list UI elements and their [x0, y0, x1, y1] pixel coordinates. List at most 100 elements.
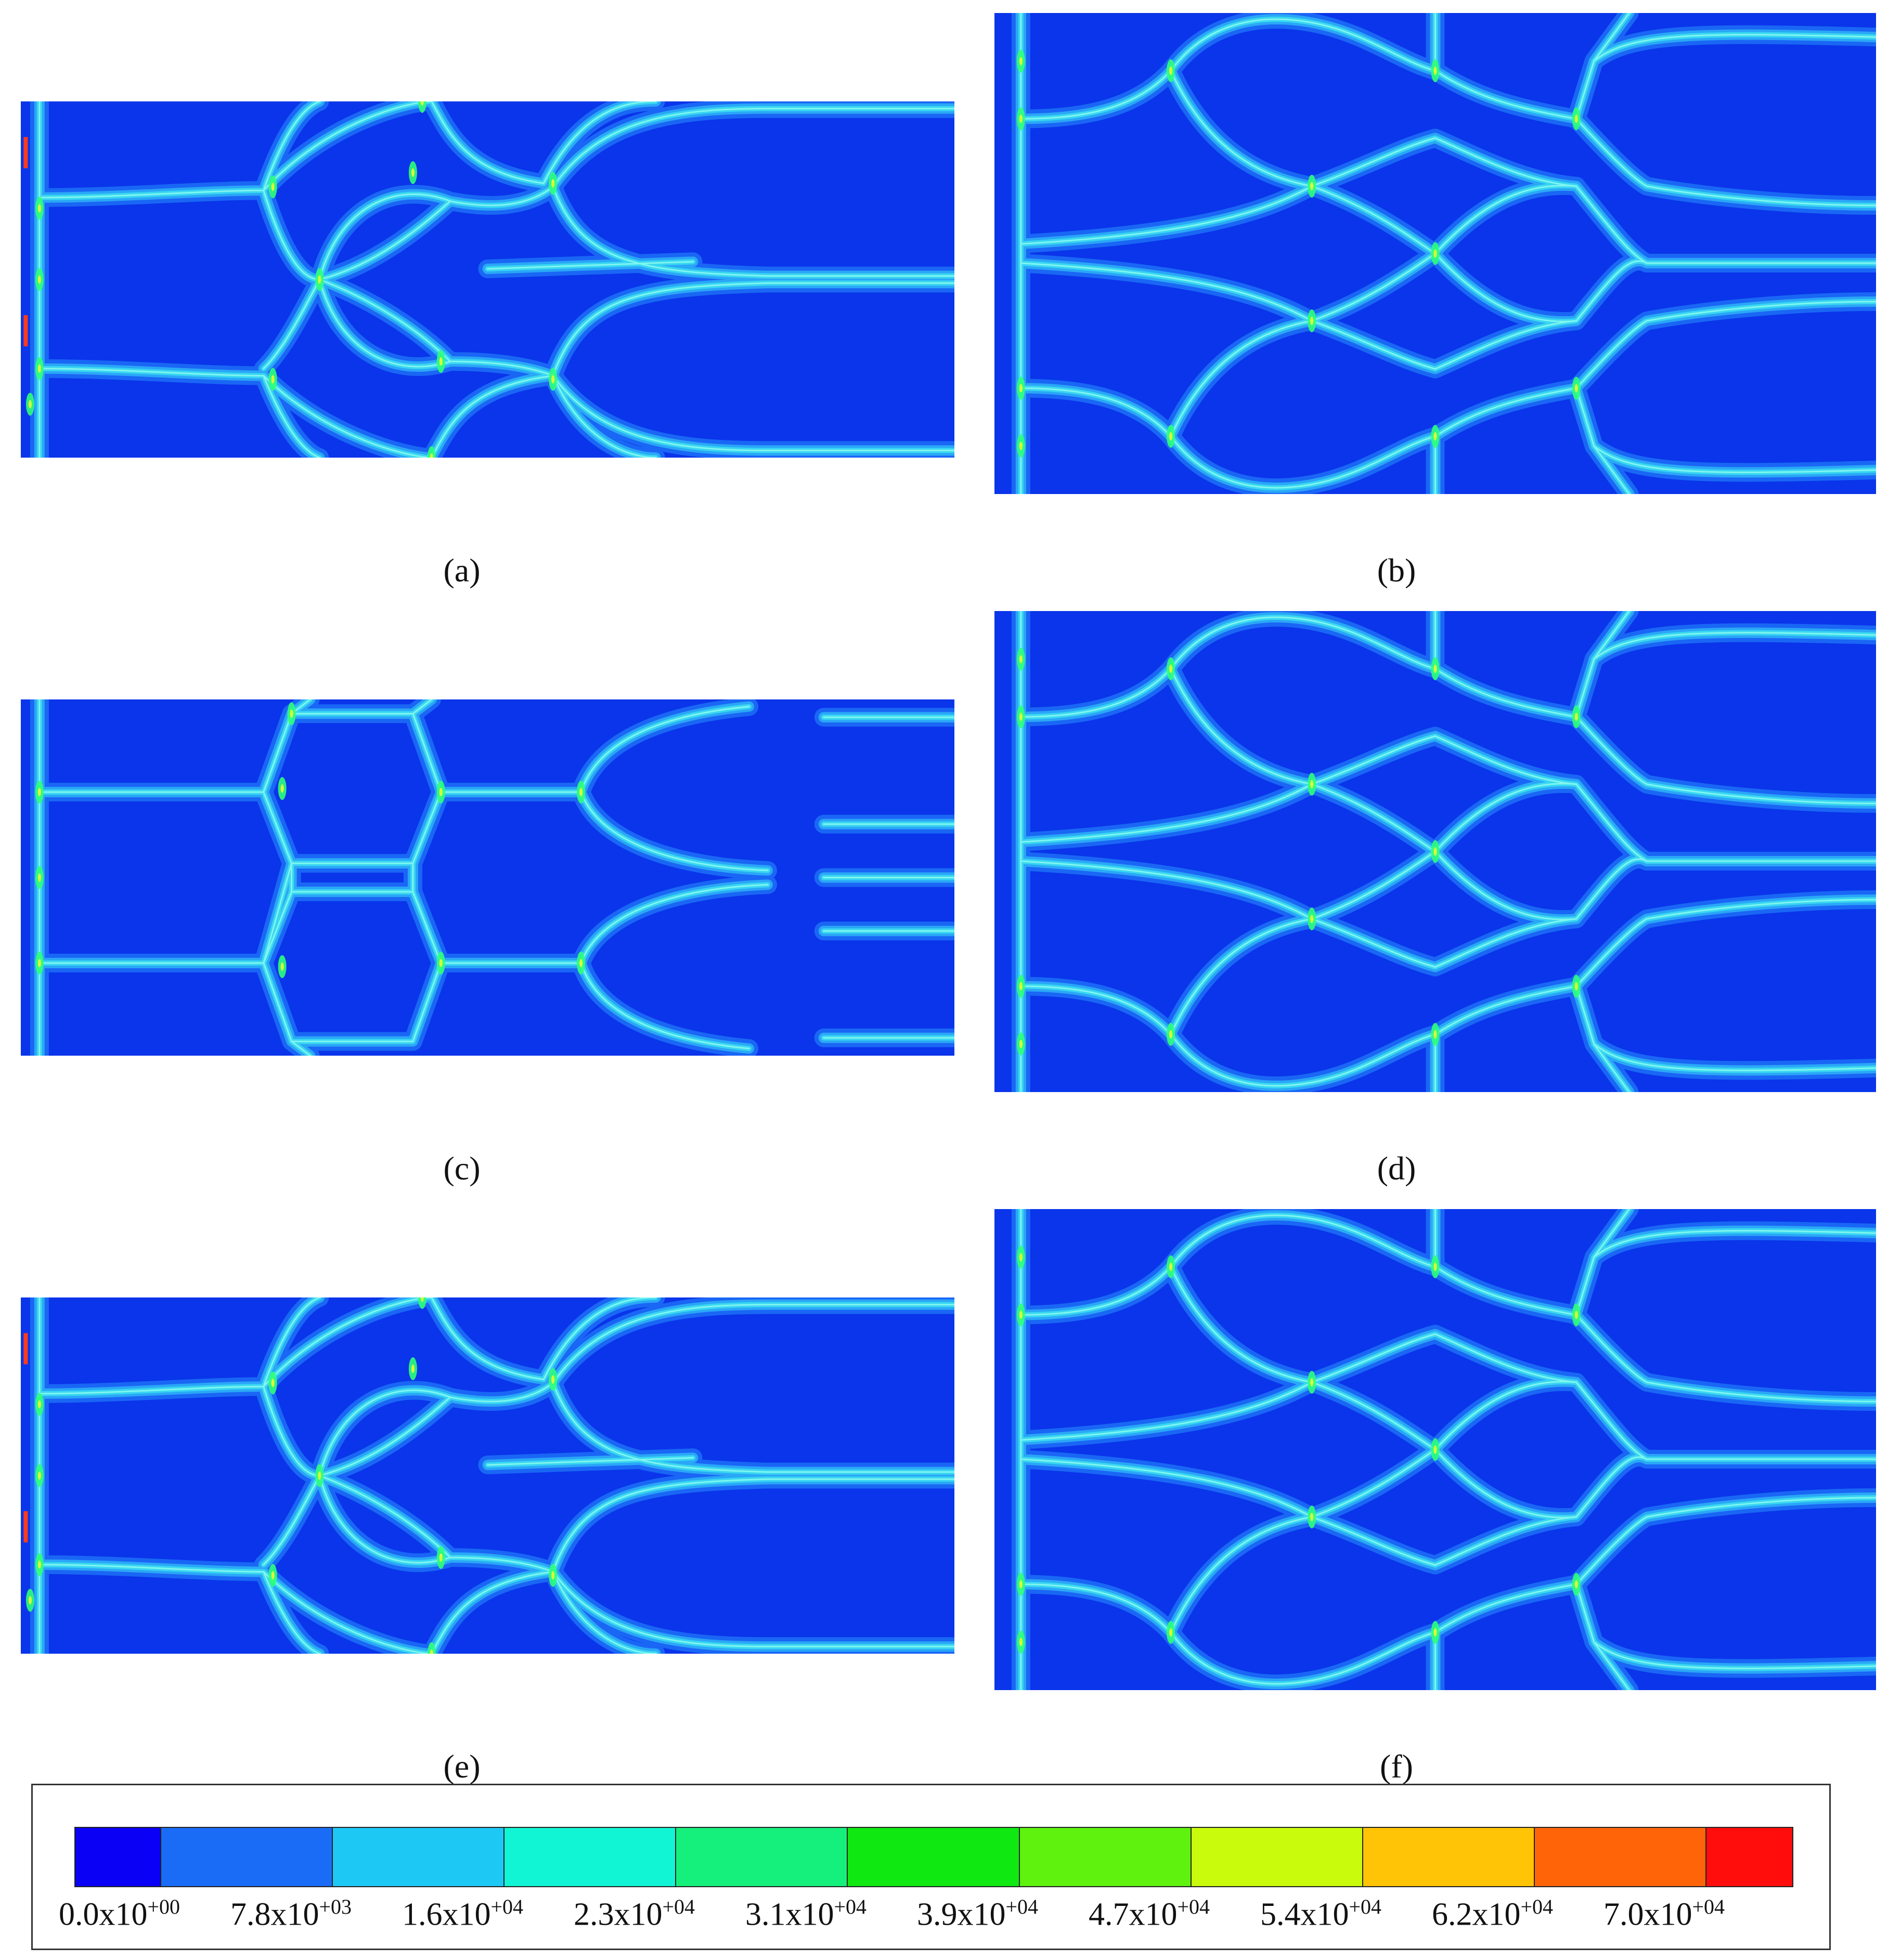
stress-band [1594, 633, 1876, 659]
stress-band [1021, 784, 1312, 842]
plot-background [21, 699, 954, 1056]
stress-band [1647, 784, 1876, 803]
stress-hotspot-core [1019, 1040, 1023, 1048]
stress-band [824, 717, 954, 1038]
stress-band [553, 1572, 954, 1646]
color-bar-labels: 0.0x10+00 7.8x10+03 1.6x10+04 2.3x10+04 3.1x… [54, 1894, 1801, 1941]
stress-band [1021, 617, 1436, 717]
stress-band [1647, 900, 1876, 919]
stress-band [1436, 138, 1576, 187]
stress-hotspot-core [1574, 1310, 1578, 1319]
color-swatch [333, 1828, 505, 1886]
color-bar-tick-label: 6.2x10+04 [1432, 1895, 1554, 1932]
stress-band [1436, 186, 1647, 263]
caption-f: (f) [1380, 1748, 1413, 1785]
stress-hotspot-core [1574, 114, 1578, 123]
stress-hotspot-core [318, 1471, 321, 1480]
stress-band [1021, 186, 1312, 244]
stress-band [1576, 119, 1647, 187]
stress-hotspot-core [579, 788, 583, 797]
stress-band [264, 1572, 432, 1654]
stress-hotspot [418, 101, 426, 113]
stress-hotspot-core [1310, 317, 1314, 325]
stress-hotspot [418, 1297, 426, 1309]
stress-band [292, 863, 413, 892]
stress-hotspot-core [551, 1571, 555, 1580]
stress-hotspot-core [1169, 1030, 1172, 1039]
stress-peak [23, 137, 28, 168]
contour-plot [21, 699, 954, 1056]
stress-hotspot-core [1169, 67, 1172, 75]
stress-hotspot-core [1433, 1263, 1437, 1271]
stress-band [581, 885, 768, 963]
stress-band [1647, 186, 1876, 205]
caption-e: (e) [443, 1748, 481, 1785]
stress-band [1171, 71, 1436, 186]
stress-hotspot-core [271, 375, 275, 384]
stress-bands [1021, 611, 1876, 1092]
stress-hotspot-core [1433, 665, 1437, 673]
stress-hotspot-core [1169, 432, 1172, 440]
stress-band [1647, 302, 1876, 321]
contour-panel-d [994, 611, 1876, 1092]
stress-band [441, 707, 749, 792]
stress-hotspot-core [1433, 432, 1437, 440]
color-swatch [505, 1828, 677, 1886]
stress-band [553, 1383, 954, 1472]
stress-hotspot-core [1019, 1580, 1023, 1589]
stress-band [1436, 919, 1576, 967]
stress-hotspot-core [439, 788, 443, 797]
stress-band [319, 187, 553, 279]
color-swatch [1534, 1828, 1706, 1886]
stress-band [488, 262, 693, 269]
color-bar-tick-label: 3.9x10+04 [917, 1895, 1039, 1932]
stress-hotspot-core [37, 1400, 41, 1409]
color-bar-tick-label: 2.3x10+04 [574, 1895, 695, 1932]
contour-panel-f [994, 1209, 1876, 1690]
stress-band [1171, 669, 1436, 784]
color-swatch [1019, 1828, 1192, 1886]
stress-hotspot-core [420, 101, 424, 106]
stress-hotspot-core [37, 1560, 41, 1569]
color-bar-tick-label: 5.4x10+04 [1260, 1895, 1382, 1932]
stress-hotspot-core [1433, 847, 1437, 856]
stress-hotspot-core [1433, 249, 1437, 258]
stress-band [1576, 717, 1647, 785]
contour-panel-c [21, 699, 954, 1056]
stress-band [488, 1458, 693, 1465]
stress-hotspot-core [1310, 1513, 1314, 1521]
stress-band [1021, 1459, 1312, 1517]
stress-hotspot-core [1019, 1310, 1023, 1319]
stress-band [581, 792, 768, 871]
color-swatch [75, 1828, 162, 1886]
color-swatch [676, 1828, 848, 1886]
color-swatch [1363, 1828, 1535, 1886]
color-bar-tick-label: 0.0x10+00 [59, 1895, 180, 1932]
stress-hotspot-core [1019, 384, 1023, 393]
stress-band [264, 375, 432, 458]
stress-bands [40, 699, 954, 1056]
stress-hotspot-core [37, 204, 41, 213]
stress-hotspot-core [37, 873, 41, 882]
stress-hotspot-core [411, 1365, 415, 1373]
stress-band [1576, 1315, 1647, 1383]
stress-band [1021, 1382, 1312, 1440]
contour-plot [994, 611, 1876, 1092]
stress-band [1171, 1517, 1436, 1632]
stress-hotspot-core [1019, 655, 1023, 664]
stress-hotspot-core [37, 364, 41, 373]
stress-hotspot-core [280, 962, 284, 971]
stress-band [1594, 446, 1876, 473]
stress-peak [23, 315, 28, 346]
color-swatch [1191, 1828, 1363, 1886]
stress-hotspot-core [1310, 780, 1314, 788]
stress-hotspot-core [551, 179, 555, 188]
stress-band [1021, 1215, 1436, 1315]
stress-hotspot-core [290, 709, 293, 718]
contour-plot [21, 1297, 954, 1654]
stress-band [1436, 1517, 1576, 1565]
stress-band [1021, 861, 1312, 919]
stress-band [1594, 35, 1876, 61]
stress-band [432, 1297, 656, 1380]
stress-hotspot-core [420, 1297, 424, 1302]
